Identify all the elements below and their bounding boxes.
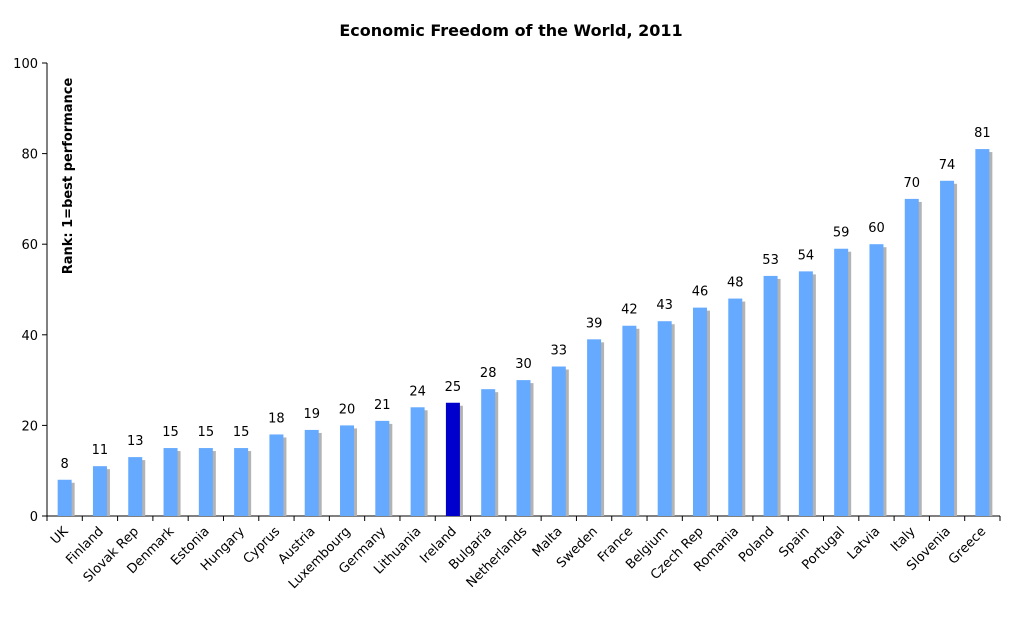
y-tick-label: 60 [21,238,38,253]
x-tick-label: Poland [736,524,777,565]
data-label: 18 [268,411,285,426]
bar [92,466,107,516]
data-label: 8 [61,457,69,472]
data-label: 30 [515,357,532,372]
data-label: 60 [868,221,885,236]
bar [551,366,566,516]
bar [869,244,884,516]
y-tick-label: 40 [21,329,38,344]
bar [163,448,178,516]
bar [763,275,778,516]
data-label: 28 [480,366,497,381]
x-tick-label: Cyprus [241,524,284,567]
data-label: 25 [445,380,462,395]
bar [481,389,496,516]
x-tick-label: Italy [888,524,919,555]
data-label: 15 [233,425,250,440]
y-tick-label: 0 [30,510,38,525]
data-label: 20 [339,402,356,417]
data-label: 48 [727,276,744,291]
bar [57,479,72,516]
data-label: 42 [621,303,638,318]
data-label: 15 [198,425,215,440]
bar [304,429,319,516]
bar [728,298,743,516]
bar [410,407,425,516]
bar [198,448,213,516]
bar [234,448,249,516]
data-label: 43 [656,298,673,313]
data-label: 33 [551,344,568,359]
bar [940,180,955,516]
data-label: 59 [833,226,850,241]
bar [622,325,637,516]
bar [834,248,849,517]
y-tick-label: 80 [21,148,38,163]
bar [587,339,602,516]
bar [657,321,672,516]
data-label: 54 [798,248,815,263]
bar [445,402,460,516]
bar [516,380,531,516]
x-tick-label: UK [48,524,72,548]
bar [269,434,284,516]
y-tick-label: 100 [13,57,38,72]
data-label: 13 [127,434,144,449]
data-label: 46 [692,285,709,300]
y-axis-label: Rank: 1=best performance [61,78,76,275]
bar [975,149,990,516]
chart-title: Economic Freedom of the World, 2011 [339,21,682,40]
bar [798,271,813,516]
bar [128,457,143,516]
data-label: 21 [374,398,391,413]
data-label: 24 [409,384,426,399]
bar [340,425,355,516]
data-label: 15 [162,425,179,440]
x-tick-label: Latvia [845,524,884,563]
data-label: 70 [903,176,920,191]
data-label: 39 [586,316,603,331]
bar [692,307,707,516]
data-label: 19 [303,407,320,422]
data-label: 53 [762,253,779,268]
bar [904,198,919,516]
x-tick-label: Greece [946,524,989,567]
y-tick-label: 20 [21,419,38,434]
data-label: 81 [974,126,991,141]
bar [375,420,390,516]
data-label: 74 [939,158,956,173]
data-label: 11 [92,443,109,458]
